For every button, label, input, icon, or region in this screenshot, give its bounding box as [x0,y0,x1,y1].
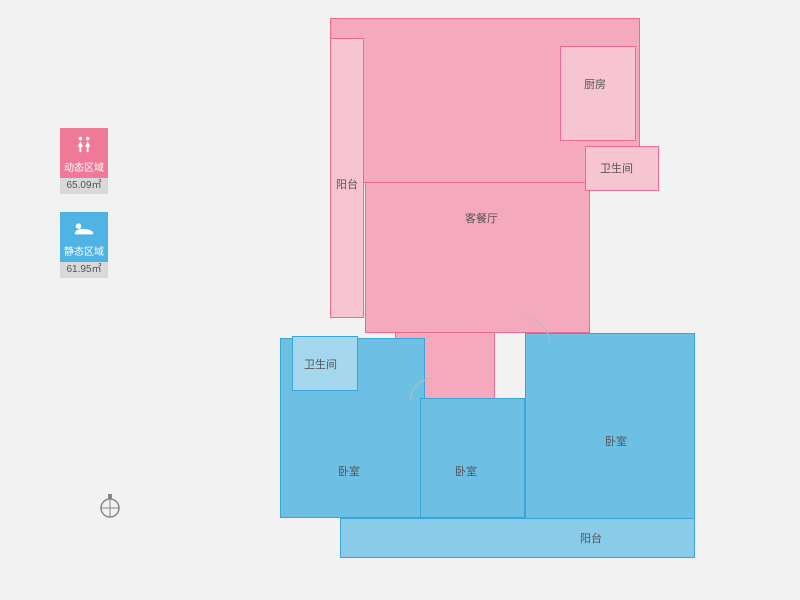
label-bed-right: 卧室 [605,433,627,449]
people-icon [60,128,108,160]
room-bed-mid [420,398,525,518]
room-kitchen [560,46,636,141]
room-balcony-bottom [340,518,695,558]
label-living: 客餐厅 [465,210,498,226]
legend: 动态区域 65.09㎡ 静态区域 61.95㎡ [60,128,118,296]
label-kitchen: 厨房 [584,76,606,92]
legend-static: 静态区域 61.95㎡ [60,212,118,278]
label-bed-mid: 卧室 [455,463,477,479]
legend-static-value: 61.95㎡ [60,262,108,278]
compass-icon [98,492,122,516]
floor-plan: 客餐厅 阳台 厨房 卫生间 卧室 卫生间 卧室 卧室 阳台 [280,18,715,583]
legend-dynamic-label: 动态区域 [60,160,108,178]
legend-static-label: 静态区域 [60,244,108,262]
label-balcony-left: 阳台 [336,176,358,192]
legend-dynamic-value: 65.09㎡ [60,178,108,194]
label-bath2: 卫生间 [304,356,337,372]
label-bath1: 卫生间 [600,160,633,176]
label-bed-left: 卧室 [338,463,360,479]
room-bed-right [525,333,695,523]
sleep-icon [60,212,108,244]
legend-dynamic: 动态区域 65.09㎡ [60,128,118,194]
label-balcony-bottom: 阳台 [580,530,602,546]
room-living-ext1 [365,183,590,333]
